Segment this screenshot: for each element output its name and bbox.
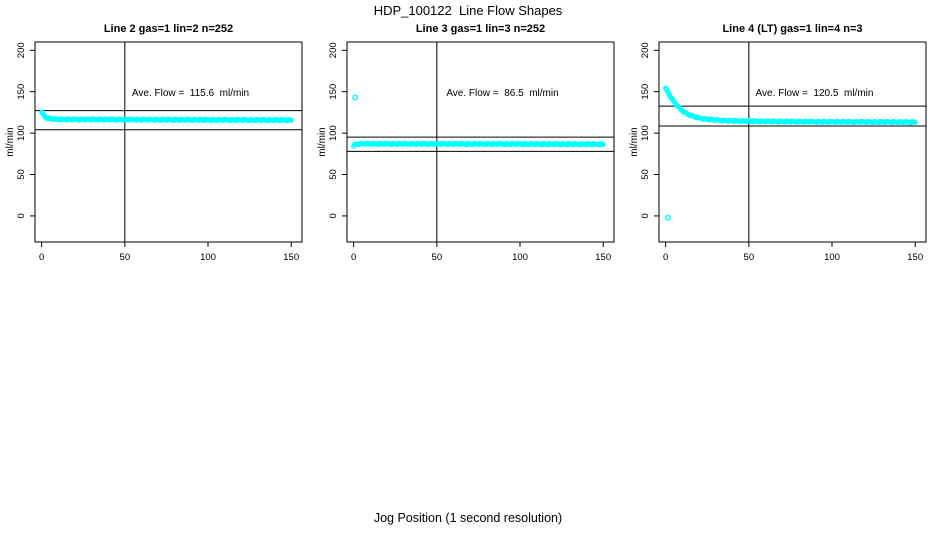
y-axis-title: ml/min	[629, 127, 640, 156]
x-tick-label: 150	[907, 252, 923, 263]
ave-flow-annotation: Ave. Flow = 120.5 ml/min	[755, 88, 874, 99]
plot-box	[658, 41, 927, 243]
y-tick-label: 100	[328, 125, 339, 141]
data-point	[912, 119, 918, 125]
figure-title: HDP_100122 Line Flow Shapes	[373, 3, 563, 18]
y-tick-label: 50	[16, 169, 27, 180]
outlier-point	[665, 214, 672, 221]
y-tick-label: 50	[640, 169, 651, 180]
y-tick-label: 50	[328, 169, 339, 180]
x-axis-label: Jog Position (1 second resolution)	[373, 511, 563, 525]
x-tick-label: 50	[744, 252, 755, 263]
y-tick-label: 100	[16, 125, 27, 141]
x-tick-label: 100	[824, 252, 840, 263]
data-point	[288, 117, 294, 123]
y-tick-label: 200	[640, 42, 651, 58]
x-tick-label: 50	[120, 252, 131, 263]
panel-title: Line 4 (LT) gas=1 lin=4 n=3	[722, 23, 863, 35]
x-tick-label: 0	[39, 252, 44, 263]
x-tick-label: 100	[512, 252, 528, 263]
x-tick-label: 100	[200, 252, 216, 263]
panel-line-4-plot: 0 50 100 150 0 50 100 150 200 ml/min	[629, 41, 927, 263]
y-tick-label: 150	[640, 84, 651, 100]
y-tick-label: 0	[640, 213, 651, 218]
x-tick-label: 50	[432, 252, 443, 263]
plot-box	[34, 41, 303, 243]
ave-flow-annotation: Ave. Flow = 115.6 ml/min	[131, 88, 250, 99]
y-axis-title: ml/min	[5, 127, 16, 156]
y-tick-label: 0	[328, 213, 339, 218]
y-tick-label: 200	[16, 42, 27, 58]
ave-flow-annotation: Ave. Flow = 86.5 ml/min	[446, 88, 559, 99]
x-tick-label: 0	[351, 252, 356, 263]
panel-line-4: 0 50 100 150 0 50 100 150 200 ml/min Line 4 (LT) …	[624, 0, 936, 270]
plot-box	[346, 41, 615, 243]
y-axis-title: ml/min	[317, 127, 328, 156]
y-tick-label: 150	[328, 84, 339, 100]
panel-line-2: 0 50 100 150 0 50 100 150 200 ml/min Line 2 gas=1…	[0, 0, 312, 270]
panel-line-3: 0 50 100 150 0 50 100 150 200 ml/min Line 3 gas=1…	[312, 0, 624, 270]
panel-line-2-plot: 0 50 100 150 0 50 100 150 200 ml/min	[5, 41, 303, 263]
panel-title: Line 3 gas=1 lin=3 n=252	[415, 23, 546, 35]
y-tick-label: 150	[16, 84, 27, 100]
y-tick-label: 0	[16, 213, 27, 218]
x-tick-label: 150	[283, 252, 299, 263]
x-tick-label: 150	[595, 252, 611, 263]
x-tick-label: 0	[663, 252, 668, 263]
outlier-point	[352, 94, 359, 101]
data-point	[600, 141, 606, 147]
panel-title: Line 2 gas=1 lin=2 n=252	[103, 23, 234, 35]
y-tick-label: 200	[328, 42, 339, 58]
y-tick-label: 100	[640, 125, 651, 141]
panel-line-3-plot: 0 50 100 150 0 50 100 150 200 ml/min	[317, 41, 615, 263]
